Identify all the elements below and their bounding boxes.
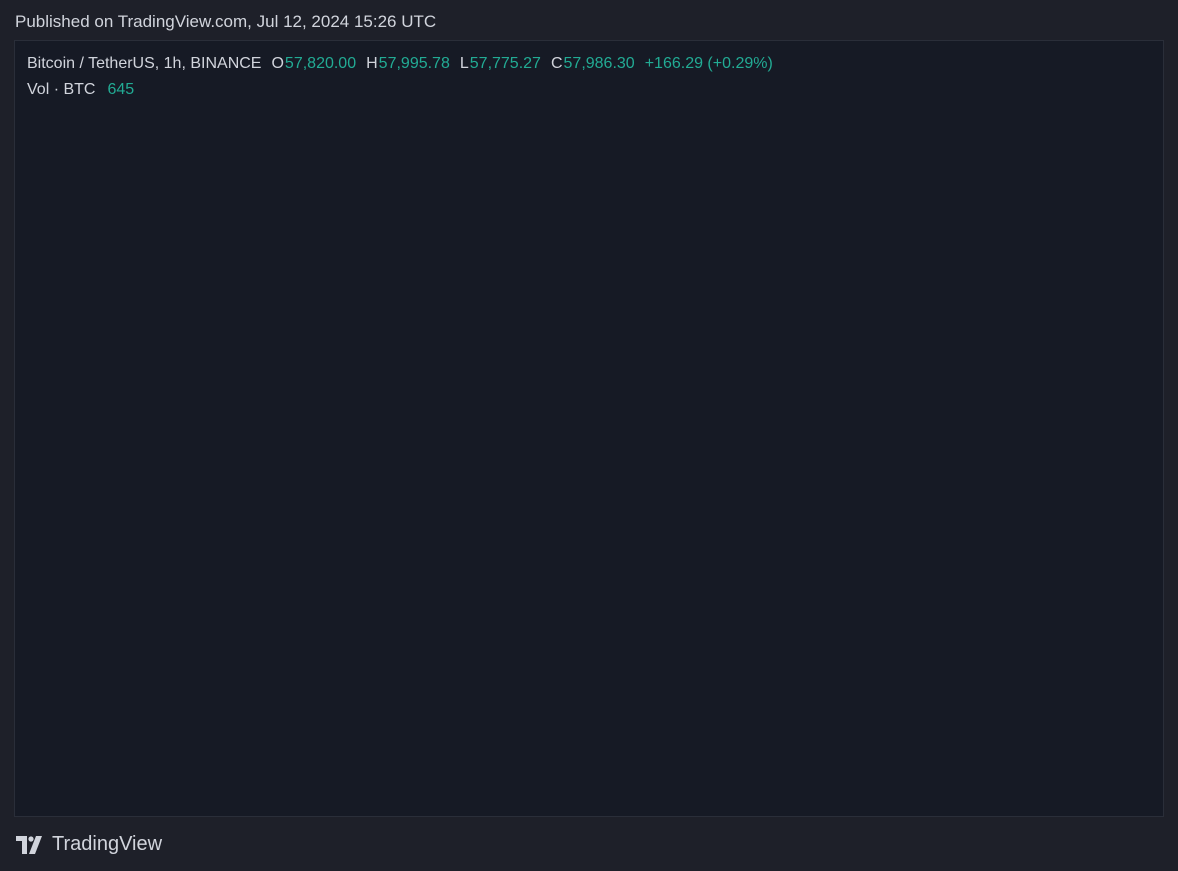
ohlc-key: C [550,55,563,72]
legend: Bitcoin / TetherUS, 1h, BINANCE O57,820.… [27,55,773,73]
volume-legend: Vol · BTC 645 [27,81,134,99]
footer: TradingView [16,833,162,856]
ohlc-key: L [459,55,469,72]
ohlc-item: C57,986.30 [551,55,635,73]
ohlc-value: 57,986.30 [563,55,635,72]
ohlc-values: O57,820.00 H57,995.78 L57,775.27 C57,986.30 [271,55,634,73]
ohlc-item: H57,995.78 [366,55,450,73]
ohlc-key: H [366,55,378,72]
volume-value: 645 [107,81,135,98]
logo [16,835,42,854]
volume-title: Vol · BTC [27,81,96,98]
brand: TradingView [52,833,163,855]
change: +166.29 (+0.29%) [644,55,773,72]
symbol: Bitcoin / TetherUS, 1h, BINANCE [27,55,262,72]
ohlc-item: O57,820.00 [271,55,356,73]
ohlc-key: O [271,55,284,72]
ohlc-item: L57,775.27 [460,55,541,73]
ohlc-value: 57,820.00 [284,55,357,72]
ohlc-value: 57,995.78 [378,55,450,72]
chart-panel [14,40,1164,817]
published-note: Published on TradingView.com, Jul 12, 20… [15,12,437,31]
ohlc-value: 57,775.27 [469,55,541,72]
